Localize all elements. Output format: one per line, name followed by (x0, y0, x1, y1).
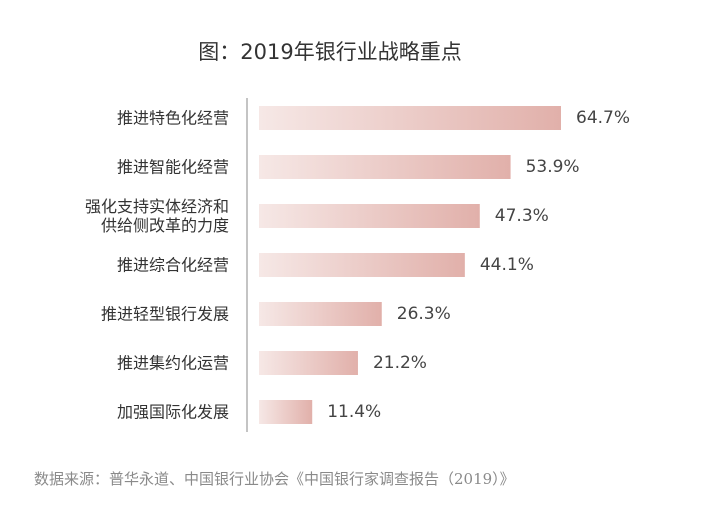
bar-1 (259, 106, 561, 130)
category-label-5: 推进轻型银行发展 (101, 305, 229, 324)
category-label-3-line-1: 强化支持实体经济和 (85, 197, 229, 216)
bar-3 (259, 204, 480, 228)
category-label-3-line-2: 供给侧改革的力度 (101, 216, 229, 235)
category-label-6: 推进集约化运营 (117, 354, 229, 373)
chart-title: 图：2019年银行业战略重点 (198, 40, 462, 64)
value-label-5: 26.3% (397, 304, 451, 324)
bar-2 (259, 155, 511, 179)
value-label-4: 44.1% (480, 255, 534, 275)
value-label-2: 53.9% (526, 157, 580, 177)
value-label-6: 21.2% (373, 353, 427, 373)
bar-7 (259, 400, 313, 424)
category-label-2: 推进智能化经营 (117, 158, 229, 177)
source-note: 数据来源：普华永道、中国银行业协会《中国银行家调查报告（2019）》 (34, 470, 515, 488)
category-label-4: 推进综合化经营 (117, 256, 229, 275)
value-label-3: 47.3% (495, 206, 549, 226)
category-label-1: 推进特色化经营 (117, 109, 229, 128)
value-label-7: 11.4% (327, 402, 381, 422)
value-label-1: 64.7% (576, 108, 630, 128)
bar-6 (259, 351, 358, 375)
bar-4 (259, 253, 465, 277)
bar-5 (259, 302, 382, 326)
category-label-7: 加强国际化发展 (117, 403, 229, 422)
